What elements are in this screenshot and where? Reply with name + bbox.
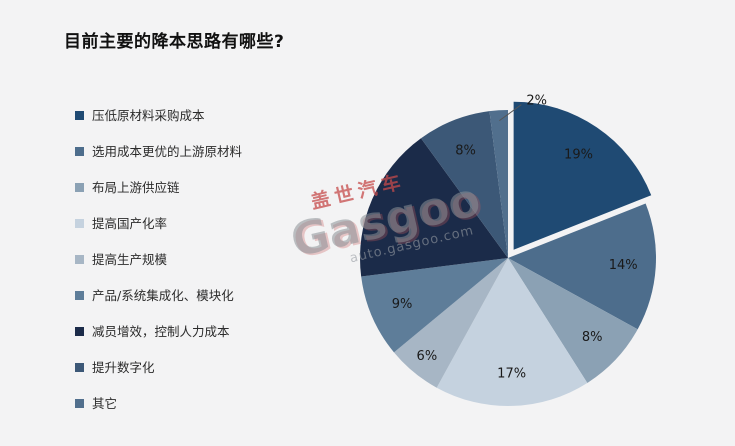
slice-label: 8% <box>455 144 476 159</box>
legend-item-6: 产品/系统集成化、模块化 <box>75 288 242 303</box>
legend-item-9: 其它 <box>75 396 242 411</box>
pie-slice-4 <box>436 258 588 407</box>
pie-slice-6 <box>361 258 508 353</box>
legend-item-8: 提升数字化 <box>75 360 242 375</box>
pie-slice-2 <box>508 203 656 330</box>
legend-swatch-icon <box>75 291 84 300</box>
legend-swatch-icon <box>75 219 84 228</box>
legend-item-7: 减员增效，控制人力成本 <box>75 324 242 339</box>
slice-label: 9% <box>392 297 413 312</box>
slice-label: 2% <box>526 94 547 109</box>
pie-slice-1 <box>513 101 652 250</box>
legend-swatch-icon <box>75 147 84 156</box>
pie-chart-area: 19% 14% 8% 17% 6% 9% 8% 2% <box>330 85 686 441</box>
slice-label: 6% <box>417 349 438 364</box>
slice-label: 14% <box>609 258 638 273</box>
legend-label: 压低原材料采购成本 <box>92 108 205 123</box>
legend-item-3: 布局上游供应链 <box>75 180 242 195</box>
legend-label: 其它 <box>92 396 118 411</box>
pie-slice-7 <box>360 138 508 277</box>
legend-item-4: 提高国产化率 <box>75 216 242 231</box>
page-title: 目前主要的降本思路有哪些? <box>64 32 285 52</box>
legend-swatch-icon <box>75 327 84 336</box>
slice-label: 17% <box>497 366 526 381</box>
legend-label: 提升数字化 <box>92 360 155 375</box>
legend-label: 减员增效，控制人力成本 <box>92 324 230 339</box>
chart-legend: 压低原材料采购成本选用成本更优的上游原材料 布局上游供应链 提高国产化率 提高生产规模… <box>75 108 242 432</box>
pie-chart: 19% 14% 8% 17% 6% 9% 8% 2% <box>360 94 656 407</box>
pie-slice-8 <box>421 111 508 258</box>
pie-slice-3 <box>508 258 638 383</box>
legend-label: 提高生产规模 <box>92 252 168 267</box>
legend-label: 布局上游供应链 <box>92 180 180 195</box>
pie-slice-5 <box>393 258 508 388</box>
legend-swatch-icon <box>75 111 84 120</box>
legend-swatch-icon <box>75 183 84 192</box>
legend-label: 产品/系统集成化、模块化 <box>92 288 234 303</box>
slice-label: 8% <box>582 330 603 345</box>
legend-label: 选用成本更优的上游原材料 <box>92 144 243 159</box>
legend-swatch-icon <box>75 363 84 372</box>
legend-item-1: 压低原材料采购成本 <box>75 108 242 123</box>
callout-leader-line <box>499 104 522 122</box>
slice-label: 19% <box>564 147 593 162</box>
legend-item-2: 选用成本更优的上游原材料 <box>75 144 242 159</box>
legend-label: 提高国产化率 <box>92 216 168 231</box>
legend-item-5: 提高生产规模 <box>75 252 242 267</box>
pie-slice-9 <box>489 110 508 258</box>
legend-swatch-icon <box>75 399 84 408</box>
legend-swatch-icon <box>75 255 84 264</box>
